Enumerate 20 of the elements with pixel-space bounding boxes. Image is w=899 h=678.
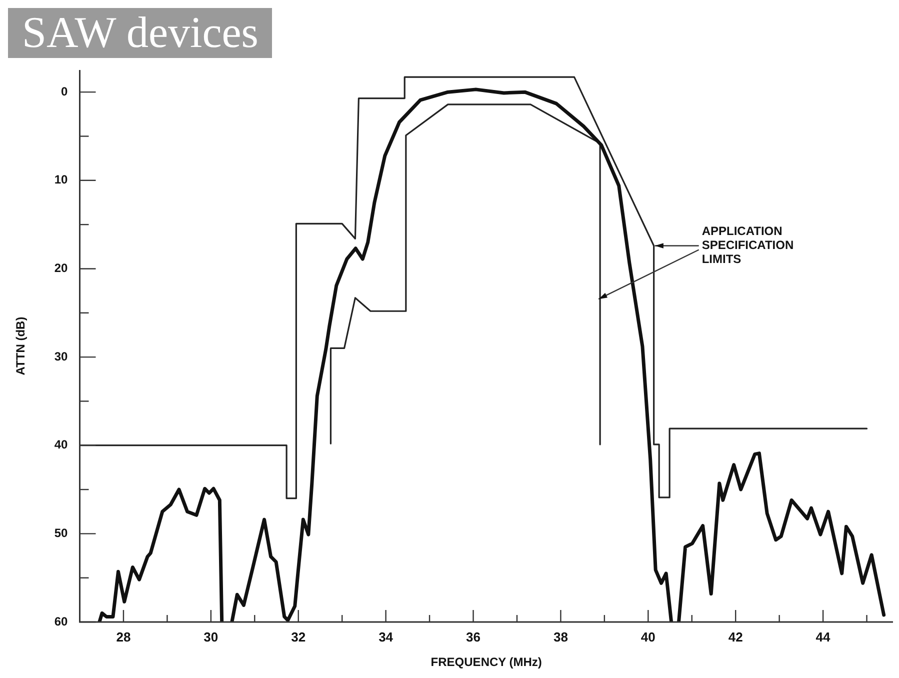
- y-axis-title: ATTN (dB): [14, 316, 28, 376]
- annotation: APPLICATION SPECIFICATION LIMITS: [702, 224, 794, 266]
- y-tick-label: 40: [54, 438, 68, 452]
- x-tick-label: 28: [116, 629, 131, 644]
- y-tick-label: 10: [54, 172, 68, 187]
- y-tick-label: 50: [54, 526, 68, 540]
- x-tick-label: 30: [204, 629, 218, 644]
- x-tick-label: 34: [378, 629, 394, 644]
- x-axis-title: FREQUENCY (MHz): [430, 655, 542, 670]
- x-tick-label: 36: [466, 629, 480, 644]
- y-tick-label: 30: [54, 349, 68, 364]
- x-tick-label: 40: [640, 629, 656, 644]
- chart-title: SAW devices: [8, 8, 272, 58]
- y-tick-label: 60: [54, 614, 68, 628]
- x-tick-label: 32: [291, 629, 306, 644]
- y-tick-label: 20: [54, 261, 68, 276]
- y-tick-label: 0: [61, 84, 68, 98]
- x-tick-label: 42: [728, 629, 743, 644]
- x-tick-label: 38: [553, 629, 568, 644]
- x-tick-label: 44: [816, 629, 832, 644]
